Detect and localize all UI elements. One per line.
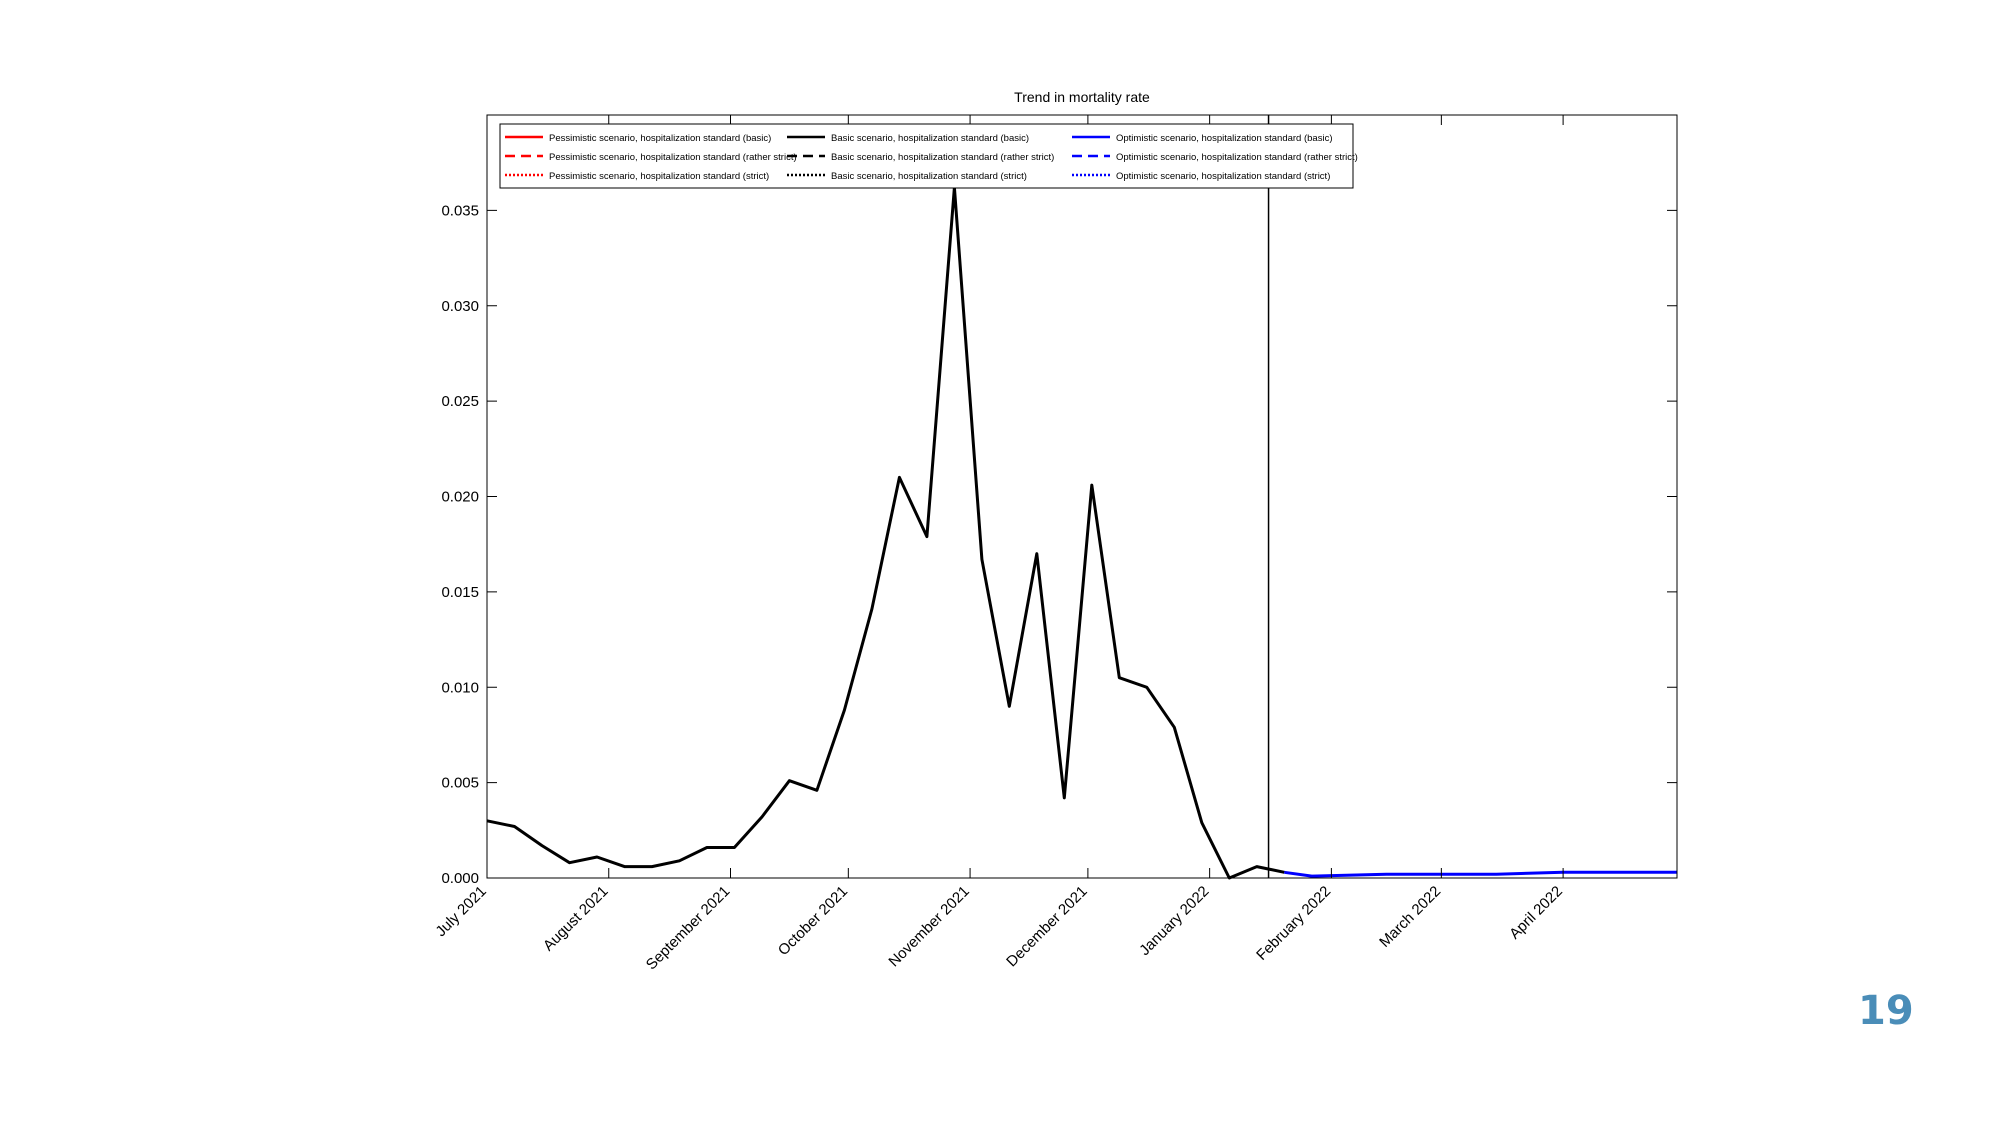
legend-box	[499, 123, 1354, 189]
plot-frame	[486, 114, 1678, 879]
plot-area	[486, 115, 1677, 880]
legend-label: Basic scenario, hospitalization standard…	[831, 152, 1054, 163]
y-tick-label: 0.005	[441, 775, 479, 792]
y-tick-label: 0.030	[441, 298, 479, 315]
legend-label: Basic scenario, hospitalization standard…	[831, 171, 1027, 182]
x-tick-label: April 2022	[1506, 883, 1566, 943]
y-tick-label: 0.035	[441, 202, 479, 219]
legend-label: Optimistic scenario, hospitalization sta…	[1116, 152, 1358, 163]
legend-label: Basic scenario, hospitalization standard…	[831, 133, 1029, 144]
chart-title: Trend in mortality rate	[1014, 89, 1150, 105]
x-tick-label: July 2021	[432, 883, 489, 940]
x-tick-label: December 2021	[1003, 883, 1090, 970]
x-tick-label: February 2022	[1253, 883, 1334, 964]
x-tick-label: September 2021	[643, 883, 733, 973]
legend: Pessimistic scenario, hospitalization st…	[499, 123, 1358, 189]
axes: 0.000 0.005 0.010 0.015 0.020 0.025 0.030 0.035…	[432, 114, 1678, 973]
legend-label: Pessimistic scenario, hospitalization st…	[549, 133, 771, 144]
legend-label: Pessimistic scenario, hospitalization st…	[549, 152, 797, 163]
y-tick-label: 0.010	[441, 679, 479, 696]
x-tick-label: October 2021	[775, 883, 851, 959]
y-tick-label: 0.000	[441, 870, 479, 887]
legend-label: Pessimistic scenario, hospitalization st…	[549, 171, 769, 182]
x-tick-label: August 2021	[540, 883, 612, 955]
x-tick-label: March 2022	[1376, 883, 1444, 951]
series-line-1	[486, 186, 1285, 880]
x-tick-label: November 2021	[885, 883, 972, 970]
legend-label: Optimistic scenario, hospitalization sta…	[1116, 133, 1332, 144]
y-tick-label: 0.020	[441, 489, 479, 506]
y-tick-label: 0.025	[441, 393, 479, 410]
page-number: 19	[1858, 988, 1914, 1034]
series-line-2	[1284, 870, 1677, 878]
legend-label: Optimistic scenario, hospitalization sta…	[1116, 171, 1330, 182]
y-tick-label: 0.015	[441, 584, 479, 601]
x-tick-label: January 2022	[1136, 883, 1212, 959]
